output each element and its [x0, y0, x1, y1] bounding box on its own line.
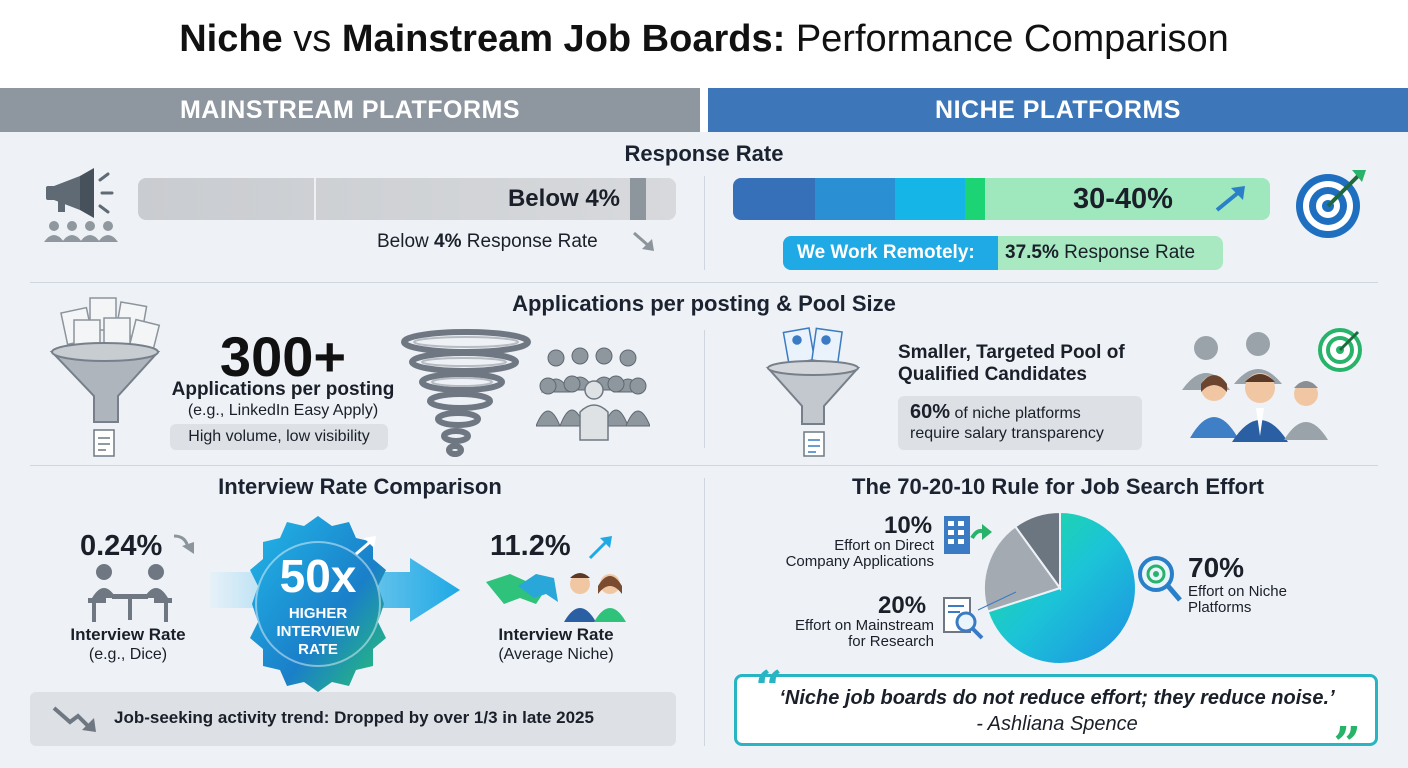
- mainstream-interview-label: Interview Rate: [70, 625, 186, 644]
- target-icon: [1296, 170, 1366, 238]
- salary-transparency-box: 60% of niche platforms require salary tr…: [898, 396, 1142, 450]
- niche-interview-label: Interview Rate: [498, 625, 614, 644]
- niche-interview-example: (Average Niche): [498, 646, 614, 663]
- tornado-icon: [401, 329, 531, 457]
- multiplier-line2: INTERVIEW: [276, 623, 360, 640]
- quote-author: - Ashliana Spence: [976, 713, 1138, 735]
- interview-title: Interview Rate Comparison: [218, 474, 502, 499]
- building-icon: [944, 516, 992, 554]
- mainstream-response-note: Below 4% Response Rate: [377, 231, 598, 252]
- close-quote-icon: ”: [1333, 717, 1361, 768]
- applications-big-number: 300+: [219, 325, 347, 388]
- mainstream-interview-value: 0.24%: [80, 530, 163, 562]
- trend-up-icon: [588, 536, 612, 560]
- handshake-icon: [486, 573, 626, 622]
- open-quote-icon: “: [755, 661, 783, 717]
- direct-pct: 10%: [884, 512, 933, 539]
- pie-slice-direct: [1013, 510, 1061, 592]
- volume-note: High volume, low visibility: [170, 424, 388, 450]
- trend-down-icon: [52, 706, 96, 732]
- trend-box: Job-seeking activity trend: Dropped by o…: [30, 692, 676, 746]
- niche-header: NICHE PLATFORMS: [708, 88, 1408, 132]
- applications-label: Applications per posting: [171, 379, 395, 400]
- niche-pool-heading: Smaller, Targeted Pool of Qualified Cand…: [898, 342, 1125, 385]
- mainstream-label: Effort on Mainstream for Research: [795, 617, 934, 650]
- funnel-icon: [765, 327, 861, 457]
- divider: [704, 478, 705, 746]
- response-rate-title: Response Rate: [624, 141, 784, 166]
- direct-label: Effort on Direct Company Applications: [785, 537, 934, 570]
- trend-up-icon: [1215, 186, 1245, 212]
- multiplier-value: 50x: [280, 550, 357, 602]
- magnifier-icon: [943, 597, 984, 640]
- trend-text: Job-seeking activity trend: Dropped by o…: [114, 708, 594, 727]
- divider: [30, 465, 1378, 466]
- divider: [704, 330, 705, 448]
- people-icon: [536, 347, 650, 441]
- pie-slice-niche: [986, 510, 1137, 665]
- funnel-icon: [49, 297, 161, 457]
- niche-pct: 70%: [1188, 552, 1245, 583]
- pie-slice-mainstream: [983, 525, 1062, 613]
- magnifier-target-icon: [1138, 556, 1182, 602]
- multiplier-badge: 50x HIGHER INTERVIEW RATE: [210, 516, 460, 692]
- niche-response-bar: 30-40%: [733, 178, 1270, 220]
- quote-text: ‘Niche job boards do not reduce effort; …: [779, 687, 1335, 709]
- page-title: Niche vs Mainstream Job Boards: Performa…: [179, 18, 1229, 60]
- professionals-icon: [1182, 328, 1362, 442]
- effort-pie-chart: [977, 510, 1137, 665]
- quote-box: “ ” ‘Niche job boards do not reduce effo…: [734, 661, 1378, 768]
- megaphone-icon: [44, 168, 118, 242]
- interview-icon: [88, 564, 172, 622]
- multiplier-line3: RATE: [298, 641, 338, 658]
- rule-title: The 70-20-10 Rule for Job Search Effort: [852, 474, 1264, 499]
- mainstream-response-bar: Below 4%: [138, 178, 676, 220]
- divider: [704, 176, 705, 270]
- mainstream-header: MAINSTREAM PLATFORMS: [0, 88, 700, 132]
- divider: [30, 282, 1378, 283]
- applications-example: (e.g., LinkedIn Easy Apply): [187, 402, 379, 419]
- niche-interview-value: 11.2%: [490, 530, 571, 562]
- remote-response-pill: We Work Remotely: 37.5% Response Rate: [783, 236, 1223, 270]
- mainstream-interview-example: (e.g., Dice): [88, 646, 168, 663]
- trend-down-icon: [633, 231, 654, 251]
- mainstream-pct: 20%: [878, 592, 927, 619]
- applications-title: Applications per posting & Pool Size: [512, 291, 896, 316]
- trend-down-icon: [173, 534, 194, 554]
- niche-label: Effort on Niche Platforms: [1188, 583, 1287, 616]
- multiplier-line1: HIGHER: [289, 605, 348, 622]
